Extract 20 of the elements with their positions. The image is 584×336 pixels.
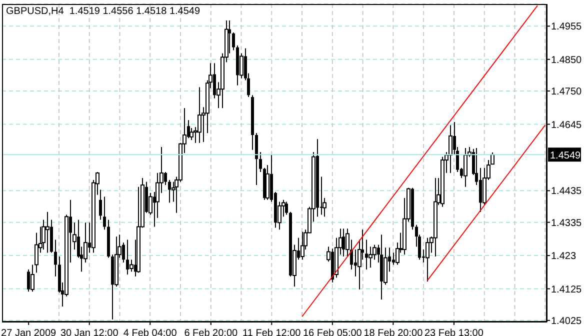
chart-title: GBPUSD,H4 1.4519 1.4556 1.4518 1.4549: [6, 6, 200, 17]
y-tick-label: 1.4750: [551, 86, 582, 98]
x-tick-label: 27 Jan 2009: [1, 328, 57, 336]
x-tick-label: 30 Jan 12:00: [60, 328, 119, 336]
x-tick-label: 6 Feb 20:00: [184, 328, 238, 336]
ref-line-label: 1.4549: [550, 150, 582, 162]
y-tick-label: 1.4025: [551, 316, 582, 327]
y-tick-label: 1.4955: [551, 22, 582, 33]
x-tick-label: 4 Feb 04:00: [123, 328, 178, 336]
x-tick-label: 23 Feb 13:00: [424, 328, 484, 336]
x-tick-label: 18 Feb 20:00: [364, 328, 424, 336]
y-tick-label: 1.4335: [551, 218, 582, 229]
x-tick-label: 11 Feb 12:00: [242, 328, 302, 336]
y-tick-label: 1.4645: [551, 120, 582, 131]
candlestick: [46, 212, 50, 253]
y-tick-label: 1.423: [551, 251, 576, 262]
y-tick-label: 1.4435: [551, 186, 582, 198]
y-tick-label: 1.4850: [551, 54, 582, 66]
x-tick-label: 16 Feb 05:00: [302, 328, 362, 336]
y-tick-label: 1.4125: [551, 284, 582, 296]
